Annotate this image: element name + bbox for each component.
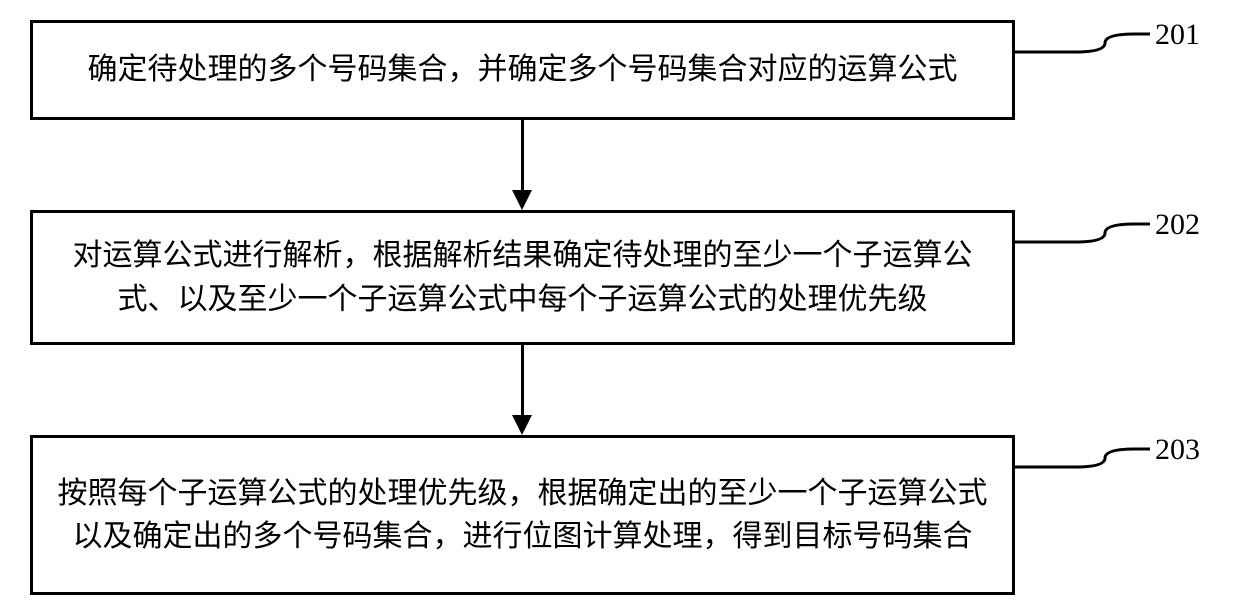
arrow-1-to-2-head — [512, 190, 532, 210]
arrow-1-to-2 — [521, 120, 524, 190]
connector-curve — [1015, 224, 1150, 242]
flow-step-203: 按照每个子运算公式的处理优先级，根据确定出的至少一个子运算公式以及确定出的多个号… — [30, 435, 1015, 595]
arrow-2-to-3-head — [512, 415, 532, 435]
connector-curve — [1015, 449, 1150, 467]
flow-step-202-text: 对运算公式进行解析，根据解析结果确定待处理的至少一个子运算公式、以及至少一个子运… — [57, 234, 988, 321]
step-number-202: 202 — [1155, 208, 1200, 242]
flow-step-201-text: 确定待处理的多个号码集合，并确定多个号码集合对应的运算公式 — [88, 48, 958, 92]
flow-step-203-text: 按照每个子运算公式的处理优先级，根据确定出的至少一个子运算公式以及确定出的多个号… — [57, 472, 988, 559]
connector-curve — [1015, 34, 1150, 52]
flow-step-201: 确定待处理的多个号码集合，并确定多个号码集合对应的运算公式 — [30, 20, 1015, 120]
step-number-203: 203 — [1155, 433, 1200, 467]
arrow-2-to-3 — [521, 345, 524, 415]
flow-step-202: 对运算公式进行解析，根据解析结果确定待处理的至少一个子运算公式、以及至少一个子运… — [30, 210, 1015, 345]
step-number-201: 201 — [1155, 18, 1200, 52]
flowchart-canvas: 确定待处理的多个号码集合，并确定多个号码集合对应的运算公式 对运算公式进行解析，… — [0, 0, 1240, 610]
